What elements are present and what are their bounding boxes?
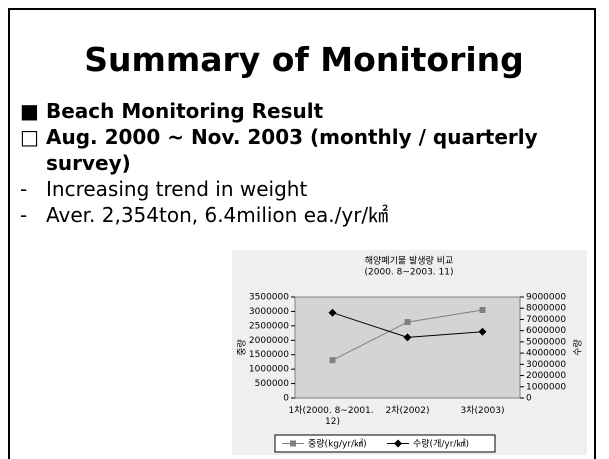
y2-tick-label: 8000000: [526, 304, 566, 314]
point: [394, 439, 402, 448]
point: [479, 306, 486, 313]
bullet: □ Aug. 2000 ~ Nov. 2003 (monthly / quarte…: [20, 124, 540, 176]
y-tick-label: 1000000: [249, 365, 289, 375]
bullet-text: Aver. 2,354ton, 6.4milion ea./yr/㎢: [46, 203, 389, 227]
y-tick-label: 2500000: [249, 321, 289, 331]
point: [329, 357, 336, 364]
point: [403, 333, 412, 342]
y2-tick-label: 0: [526, 394, 532, 404]
x-tick-label-line: 12): [325, 417, 340, 427]
marker: □: [20, 125, 39, 149]
point: [328, 308, 337, 317]
y-tick-label: 3500000: [249, 293, 289, 303]
chart: 해양폐기물 발생량 비교(2000. 8~2003. 11) 0 500000 100…: [232, 250, 587, 455]
slide: Summary of Monitoring ■ Beach Monitoring …: [8, 8, 596, 459]
bullet-text: Aug. 2000 ~ Nov. 2003 (monthly / quarter…: [46, 125, 538, 175]
y-tick-label: 500000: [255, 379, 290, 389]
y2-tick-label: 7000000: [526, 315, 566, 325]
x-tick-label-line: 3차(2003): [461, 404, 505, 416]
point: [290, 440, 296, 447]
y2-tick-label: 9000000: [526, 293, 566, 303]
x-tick-label: 2차(2002): [386, 404, 430, 416]
x-tick-label: 3차(2003): [461, 404, 505, 416]
x-tick-label: 1차(2000. 8~2001. 12): [288, 404, 376, 427]
bullet-text: Increasing trend in weight: [46, 177, 308, 201]
bullet-list: ■ Beach Monitoring Result □ Aug. 2000 ~ Nov…: [20, 98, 540, 228]
slide-title: Summary of Monitoring: [84, 40, 524, 79]
marker: ■: [20, 99, 39, 123]
y-tick-label: 0: [283, 394, 289, 404]
plot-area: [294, 296, 521, 399]
y2-tick-label: 1000000: [526, 382, 566, 392]
point: [478, 327, 487, 336]
y-tick-label: 3000000: [249, 307, 289, 317]
y2-tick-label: 2000000: [526, 371, 566, 381]
x-tick-label-line: 2차(2002): [386, 404, 430, 416]
bullet: - Increasing trend in weight: [20, 176, 540, 202]
legend-label: 수량(개/yr/㎢): [413, 438, 469, 450]
bullet-text: Beach Monitoring Result: [46, 99, 324, 123]
y-tick-label: 2000000: [249, 336, 289, 346]
bullet: - Aver. 2,354ton, 6.4milion ea./yr/㎢: [20, 202, 540, 228]
chart-title: (2000. 8~2003. 11): [365, 268, 454, 278]
y-tick-label: 1500000: [249, 350, 289, 360]
marker: -: [20, 177, 28, 201]
marker: -: [20, 203, 28, 227]
y2-tick-label: 4000000: [526, 349, 566, 359]
legend-label: 중량(kg/yr/㎢): [308, 438, 367, 450]
x-tick-label-line: 1차(2000. 8~2001.: [288, 404, 376, 416]
bullet: ■ Beach Monitoring Result: [20, 98, 540, 124]
y2-axis-label: 수량: [572, 339, 584, 356]
point: [404, 319, 411, 326]
y2-tick-label: 3000000: [526, 360, 566, 370]
legend-box: [274, 434, 496, 453]
y-axis-label: 중량: [236, 339, 248, 356]
y2-tick-label: 5000000: [526, 337, 566, 347]
chart-title: 해양폐기물 발생량 비교: [365, 255, 454, 267]
y2-tick-label: 6000000: [526, 326, 566, 336]
